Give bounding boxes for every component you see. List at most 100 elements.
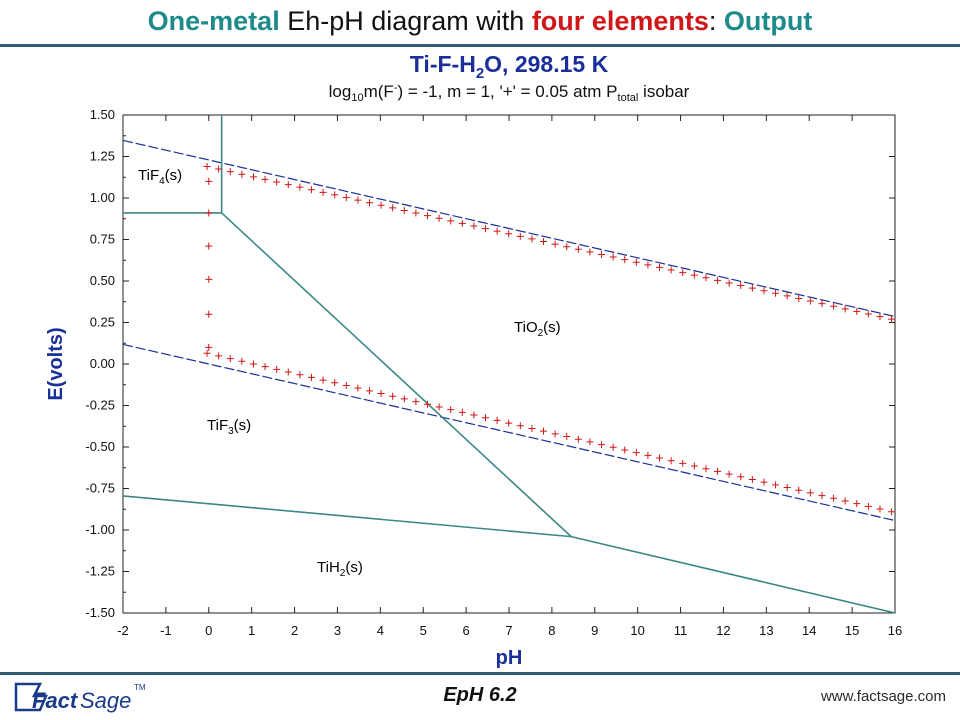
isobar-marker-lower [226,355,234,363]
isobar-marker-lower [806,489,814,497]
isobar-marker-upper [864,310,872,318]
x-tick-label: 8 [548,623,555,638]
y-tick-label: -0.25 [85,398,115,413]
isobar-marker-upper [482,225,490,233]
x-tick-label: 6 [462,623,469,638]
isobar-marker-vertical [205,310,213,318]
isobar-marker-lower [702,465,710,473]
isobar-marker-lower [238,357,246,365]
chart-subtitle: log10m(F-) = -1, m = 1, '+' = 0.05 atm P… [329,82,690,104]
x-tick-label: 3 [334,623,341,638]
isobar-marker-lower [342,381,350,389]
isobar-marker-lower [319,376,327,384]
y-tick-label: -0.50 [85,439,115,454]
isobar-marker-upper [621,256,629,264]
isobar-marker-lower [888,508,896,516]
isobar-marker-lower [412,398,420,406]
isobar-marker-upper [702,274,710,282]
isobar-marker-lower [284,368,292,376]
isobar-marker-upper [447,217,455,225]
isobar-marker-upper [598,250,606,258]
isobar-marker-lower [679,459,687,467]
isobar-marker-lower [586,438,594,446]
isobar-marker-lower [458,408,466,416]
isobar-marker-upper [714,276,722,284]
isobar-marker-lower [365,387,373,395]
isobar-marker-upper [319,188,327,196]
isobar-marker-lower [551,430,559,438]
isobar-marker-lower [203,349,211,357]
isobar-marker-lower [621,446,629,454]
chart-title: Ti-F-H2O, 298.15 K [410,51,609,82]
isobar-marker-vertical [205,343,213,351]
isobar-marker-lower [667,457,675,465]
isobar-marker-lower [389,392,397,400]
isobar-marker-upper [296,183,304,191]
x-tick-label: 10 [630,623,644,638]
isobar-marker-upper [470,222,478,230]
isobar-marker-upper [876,313,884,321]
isobar-marker-upper [725,279,733,287]
isobar-marker-upper [551,240,559,248]
isobar-marker-upper [528,235,536,243]
phase-boundary-line [122,495,572,538]
isobar-marker-upper [644,261,652,269]
isobar-marker-upper [737,282,745,290]
isobar-marker-lower [249,360,257,368]
isobar-marker-upper [783,292,791,300]
isobar-marker-lower [493,416,501,424]
isobar-marker-upper [423,212,431,220]
isobar-marker-lower [737,473,745,481]
isobar-marker-lower [540,427,548,435]
isobar-marker-upper [818,300,826,308]
y-tick-label: 1.25 [90,149,115,164]
isobar-marker-upper [574,245,582,253]
isobar-marker-lower [470,411,478,419]
isobar-marker-upper [772,289,780,297]
x-tick-label: 9 [591,623,598,638]
isobar-marker-upper [377,201,385,209]
x-tick-label: 15 [845,623,859,638]
isobar-marker-upper [435,214,443,222]
isobar-marker-upper [656,263,664,271]
isobar-marker-upper [748,284,756,292]
isobar-marker-lower [400,395,408,403]
isobar-marker-upper [505,230,513,238]
x-tick-label: 2 [291,623,298,638]
isobar-marker-lower [772,481,780,489]
isobar-marker-upper [389,204,397,212]
isobar-marker-lower [528,424,536,432]
x-tick-label: 4 [377,623,384,638]
isobar-marker-upper [365,199,373,207]
isobar-marker-lower [482,414,490,422]
website-url: www.factsage.com [820,688,946,705]
y-tick-label: 0.50 [90,273,115,288]
isobar-marker-upper [679,269,687,277]
logo-text-sage: Sage [80,688,131,713]
isobar-marker-lower [296,371,304,379]
y-tick-label: 1.50 [90,107,115,122]
isobar-marker-lower [447,406,455,414]
isobar-marker-lower [609,443,617,451]
isobar-marker-upper [586,248,594,256]
isobar-marker-upper [273,178,281,186]
isobar-marker-upper [516,232,524,240]
x-tick-label: 5 [420,623,427,638]
isobar-marker-lower [261,363,269,371]
logo-trademark: TM [134,683,146,692]
eh-ph-diagram: Ti-F-H2O, 298.15 K log10m(F-) = -1, m = … [45,51,902,669]
isobar-marker-lower [598,441,606,449]
isobar-marker-upper [342,194,350,202]
isobar-marker-upper [806,297,814,305]
isobar-marker-upper [249,173,257,181]
isobar-marker-vertical [205,209,213,217]
x-tick-label: -2 [117,623,129,638]
isobar-marker-vertical [205,242,213,250]
y-axis-label: E(volts) [45,327,67,400]
region-label-tih2: TiH2(s) [317,559,363,579]
y-tick-label: 0.75 [90,232,115,247]
isobar-marker-vertical [205,275,213,283]
isobar-marker-lower [273,365,281,373]
top-divider [0,44,960,47]
isobar-marker-lower [423,400,431,408]
